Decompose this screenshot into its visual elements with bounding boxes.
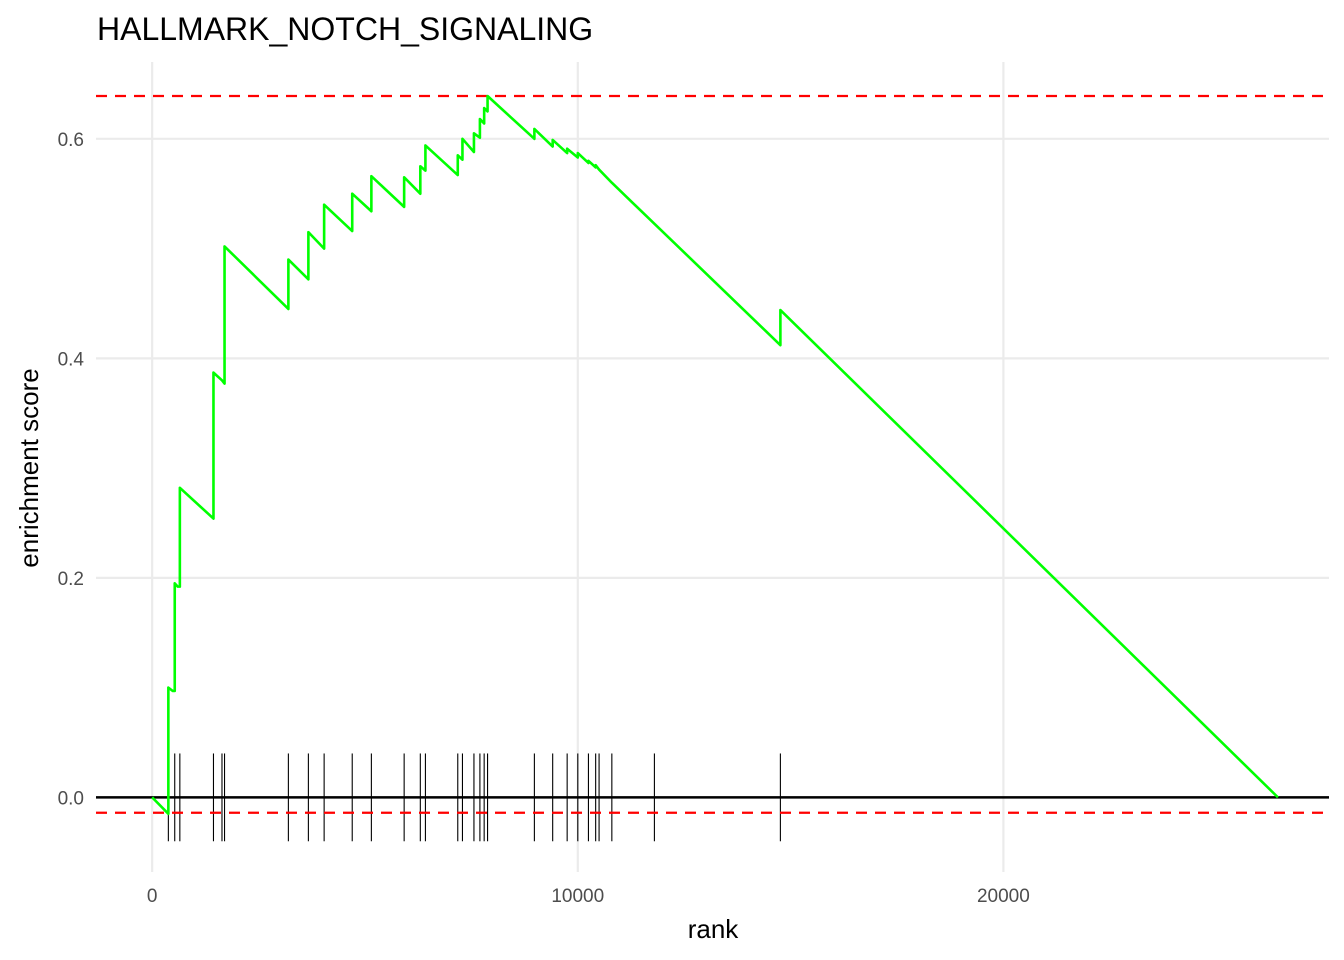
x-axis-title: rank xyxy=(688,914,740,944)
y-tick-label: 0.2 xyxy=(58,569,84,590)
axis-tick-labels: 0.0 0.2 0.4 0.6 0 10000 20000 xyxy=(58,130,1030,907)
grid-lines xyxy=(96,62,1329,872)
y-axis-title: enrichment score xyxy=(14,368,44,567)
y-tick-label: 0.4 xyxy=(58,349,85,370)
reference-lines xyxy=(96,94,1329,814)
enrichment-score-curve xyxy=(151,94,1279,816)
x-tick-label: 20000 xyxy=(977,886,1030,907)
y-tick-label: 0.6 xyxy=(58,130,84,151)
y-tick-label: 0.0 xyxy=(58,788,84,809)
x-tick-label: 10000 xyxy=(551,886,604,907)
chart-title: HALLMARK_NOTCH_SIGNALING xyxy=(97,11,593,47)
x-tick-label: 0 xyxy=(147,886,158,907)
